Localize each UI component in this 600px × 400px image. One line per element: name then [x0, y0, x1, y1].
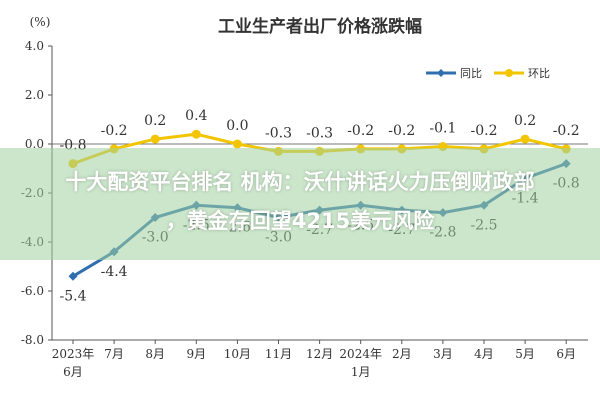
data-label: -4.4 [101, 264, 128, 280]
data-label: -0.2 [471, 123, 498, 139]
legend-label: 同比 [460, 67, 482, 80]
data-label: -0.1 [429, 120, 456, 136]
x-tick-label: 4月 [474, 347, 494, 361]
data-label: -0.3 [306, 125, 333, 141]
x-tick-label: 3月 [433, 347, 453, 361]
series-1-point [68, 271, 78, 281]
chart-title: 工业生产者出厂价格涨跌幅 [218, 16, 422, 37]
x-tick-label: 6月 [556, 347, 576, 361]
data-label: -0.3 [265, 125, 292, 141]
y-axis-unit: (%) [30, 15, 51, 29]
legend-swatch-marker [505, 69, 513, 77]
series-2-point [150, 134, 160, 144]
x-tick-label: 2月 [392, 347, 412, 361]
x-tick-label: 2024年 [339, 347, 382, 361]
legend-swatch-marker [437, 69, 445, 77]
x-tick-label: 5月 [515, 347, 535, 361]
overlay-headline-line2: ，黄金存回望4215美元风险 [165, 209, 435, 233]
x-tick-label: 2023年 [52, 347, 95, 361]
data-label: 0.2 [514, 113, 536, 129]
data-label: 0.0 [226, 118, 248, 134]
y-tick-label: 4.0 [25, 39, 44, 53]
x-tick-label: 6月 [63, 365, 83, 379]
data-label: 0.4 [185, 108, 207, 124]
x-tick-label: 8月 [145, 347, 165, 361]
overlay-banner [0, 148, 600, 260]
series-2-point [191, 129, 201, 139]
legend: 同比 环比 [426, 67, 550, 80]
x-tick-label: 10月 [224, 347, 251, 361]
data-label: -0.2 [553, 123, 580, 139]
y-tick-label: 0.0 [25, 137, 44, 151]
legend-label: 环比 [528, 67, 550, 80]
data-label: -0.2 [388, 123, 415, 139]
x-tick-label: 12月 [306, 347, 333, 361]
data-label: 0.2 [144, 113, 166, 129]
data-label: -0.2 [347, 123, 374, 139]
y-tick-label: -8.0 [21, 333, 44, 347]
x-tick-label: 1月 [351, 365, 371, 379]
series-2-point [232, 139, 242, 149]
x-tick-label: 11月 [265, 347, 292, 361]
x-tick-label: 9月 [186, 347, 206, 361]
overlay-headline-line1: 十大配资平台排名 机构：沃什讲话火力压倒财政部 [65, 170, 535, 194]
y-tick-label: -6.0 [21, 284, 44, 298]
x-tick-label: 7月 [104, 347, 124, 361]
data-label: -0.2 [101, 123, 128, 139]
y-tick-label: 2.0 [25, 88, 44, 102]
series-2-point [520, 134, 530, 144]
data-label: -5.4 [60, 288, 87, 304]
